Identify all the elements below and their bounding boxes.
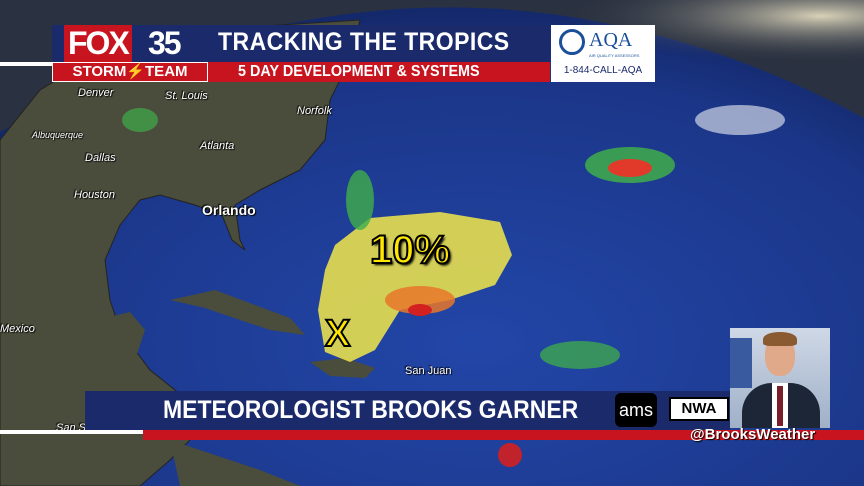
page-title: TRACKING THE TROPICS: [218, 28, 510, 56]
social-handle: @BrooksWeather: [690, 426, 816, 443]
station-logo: FOX 35: [52, 25, 208, 62]
city-label-orlando: Orlando: [202, 202, 256, 218]
development-chance: 10%: [369, 227, 451, 273]
city-label: Denver: [78, 87, 114, 99]
lower-divider: [0, 430, 143, 434]
magnifier-icon: [559, 29, 585, 55]
city-label: Mexico: [0, 323, 35, 335]
title-bar: TRACKING THE TROPICS: [208, 25, 550, 62]
nwa-badge: NWA: [669, 397, 729, 421]
hispaniola-land: [310, 358, 375, 378]
sponsor-name: AQA: [589, 29, 633, 51]
city-label: Atlanta: [200, 140, 235, 152]
channel-number: 35: [148, 25, 182, 61]
sponsor-tagline: AIR QUALITY ASSESSORS: [589, 53, 640, 58]
city-label: Dallas: [85, 152, 116, 164]
meteorologist-name: METEOROLOGIST BROOKS GARNER: [163, 396, 579, 424]
storm-team-label: STORM⚡TEAM: [52, 62, 208, 82]
city-label: Albuquerque: [32, 130, 84, 140]
city-label: Norfolk: [297, 105, 332, 117]
disturbance-x-marker: X: [324, 313, 351, 355]
lower-third: METEOROLOGIST BROOKS GARNER: [85, 391, 730, 430]
ams-seal-badge: ams: [615, 393, 657, 427]
city-label: Houston: [74, 189, 115, 201]
city-label: St. Louis: [165, 90, 208, 102]
central-america-land: [170, 440, 300, 486]
fox-wordmark: FOX: [64, 25, 132, 62]
lower-red-bar: [143, 430, 864, 440]
cuba-land: [170, 290, 305, 335]
header-divider: [0, 62, 52, 66]
sponsor-phone: 1-844-CALL-AQA: [563, 65, 643, 76]
radar-echoes: [122, 105, 785, 467]
yucatan-land: [95, 312, 145, 370]
sponsor-logo: AQA AIR QUALITY ASSESSORS 1-844-CALL-AQA: [551, 25, 655, 82]
meteorologist-photo: [730, 328, 830, 428]
page-subtitle: 5 DAY DEVELOPMENT & SYSTEMS: [238, 63, 480, 80]
city-label: San Juan: [405, 365, 452, 377]
subtitle-bar: 5 DAY DEVELOPMENT & SYSTEMS: [208, 62, 550, 82]
